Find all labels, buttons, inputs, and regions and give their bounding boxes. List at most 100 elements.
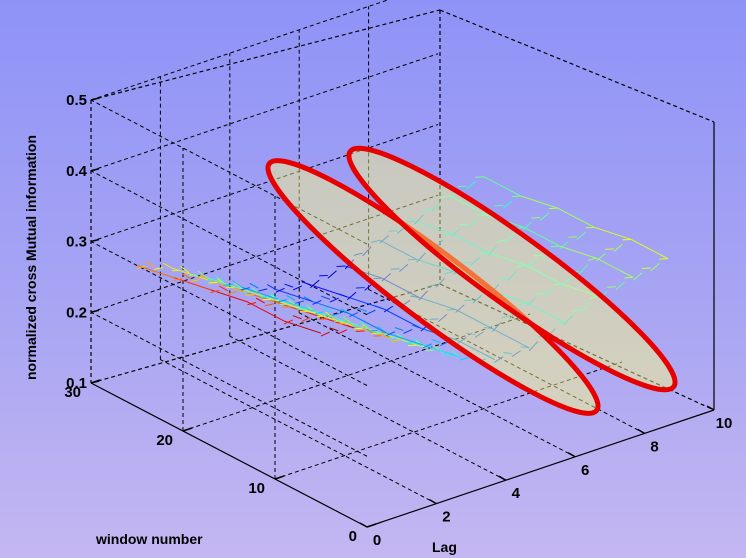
mesh-segment: [431, 201, 441, 212]
grid-line: [90, 0, 390, 101]
mesh-segment: [379, 235, 389, 244]
y-tick-label: 20: [156, 432, 173, 449]
mesh-segment: [613, 243, 623, 253]
y-tick-mark: [274, 475, 285, 480]
mesh-segment: [234, 282, 244, 290]
grid-line: [90, 241, 368, 386]
mesh-segment: [466, 332, 476, 336]
mesh-segment: [526, 297, 537, 307]
mesh-segment: [323, 307, 333, 313]
mesh-segment: [437, 313, 448, 323]
mesh-segment: [329, 327, 339, 332]
mesh-segment: [399, 263, 409, 272]
grid-line: [182, 313, 531, 432]
mesh-segment: [557, 207, 595, 228]
mesh-segment: [459, 357, 469, 361]
mesh-segment: [589, 295, 599, 299]
z-tick-label: 0.5: [66, 92, 87, 109]
mesh-segment: [492, 328, 530, 349]
z-axis-ticks: 0.1 0.2 0.3 0.4 0.5: [66, 92, 100, 392]
mesh-segment: [522, 226, 560, 247]
mesh-segment: [191, 278, 200, 283]
mesh-segment: [136, 265, 174, 279]
mesh-segment: [243, 289, 281, 303]
z-tick-label: 0.3: [66, 234, 87, 251]
mesh-segment: [503, 200, 513, 209]
x-tick-label: 2: [442, 509, 450, 526]
grid-line: [90, 99, 368, 245]
y-axis-ticks: 0 10 20 30: [64, 379, 377, 545]
mesh-segment: [587, 257, 597, 261]
mesh-segment: [414, 214, 424, 225]
z-tick-mark: [90, 97, 100, 101]
mesh-segment: [284, 283, 294, 288]
mesh-segment: [320, 331, 330, 337]
mesh-segment: [247, 302, 257, 306]
grid-line: [90, 194, 439, 313]
x-tick-mark: [429, 498, 437, 505]
mesh-segment: [422, 344, 460, 358]
grid-line: [90, 170, 368, 316]
mesh-segment: [455, 309, 493, 330]
z-tick-label: 0.2: [66, 304, 87, 321]
mesh-segment: [240, 287, 250, 291]
mesh-segment: [329, 297, 339, 303]
x-tick-mark: [498, 475, 507, 481]
mesh-segment: [418, 296, 456, 310]
x-tick-mark: [359, 522, 368, 528]
mesh-segment: [349, 313, 387, 334]
highlight-ellipse-1: [265, 158, 601, 416]
mesh-segment: [442, 233, 452, 237]
mesh-segment: [505, 233, 515, 243]
mesh-segment: [385, 331, 396, 337]
mesh-segment: [520, 195, 558, 209]
mesh-segment: [388, 335, 426, 349]
mesh-segment: [615, 281, 625, 291]
mesh-segment: [180, 265, 190, 274]
mesh-segment: [416, 258, 454, 272]
mesh-segment: [314, 311, 324, 315]
mesh-segment: [594, 226, 632, 240]
mesh-segment: [483, 176, 522, 197]
x-tick-label: 6: [581, 462, 589, 479]
mesh-segment: [444, 271, 454, 275]
grid-line: [298, 312, 576, 458]
mesh-segment: [423, 208, 433, 212]
z-tick-mark: [90, 168, 100, 172]
mesh-segment: [214, 275, 225, 283]
mesh-segment: [403, 328, 413, 334]
grid-line: [90, 311, 368, 457]
mesh-segment: [580, 302, 591, 313]
z-tick-mark: [90, 238, 100, 243]
x-tick-mark: [706, 405, 715, 411]
mesh-segment: [632, 272, 643, 281]
mesh-segment: [500, 315, 510, 319]
y-tick-label: 0: [349, 528, 357, 545]
axes-box: [90, 9, 715, 528]
z-tick-label: 0.4: [66, 163, 88, 180]
mesh-segment: [312, 301, 350, 315]
grid-line: [274, 361, 623, 480]
mesh-segment: [511, 350, 521, 357]
mesh-segment: [498, 277, 508, 281]
mesh-segment: [435, 277, 446, 288]
mesh-segment: [275, 287, 285, 293]
mesh-segment: [316, 313, 354, 327]
mesh-segment: [366, 309, 376, 315]
mesh-segment: [206, 277, 244, 291]
x-tick-label: 10: [716, 415, 733, 432]
mesh-segment: [258, 288, 268, 292]
mesh-segment: [383, 308, 422, 329]
mesh-segment: [249, 282, 259, 289]
mesh-segment: [342, 316, 352, 324]
mesh-segment: [572, 308, 582, 312]
mesh-segment: [414, 338, 424, 346]
mesh-segment: [301, 317, 311, 323]
mesh-segment: [349, 312, 359, 317]
mesh-segment: [321, 295, 331, 300]
mesh-segment: [305, 304, 316, 312]
mesh-segment: [275, 288, 313, 303]
mesh-segment: [524, 259, 535, 269]
mesh-segment: [457, 339, 495, 361]
